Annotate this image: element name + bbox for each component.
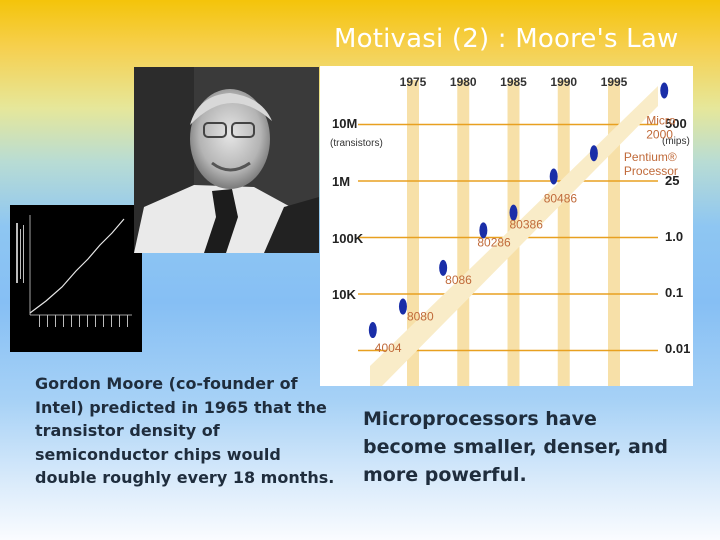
year-tick-label: 1990 <box>550 75 577 89</box>
glasses-right <box>231 122 255 138</box>
microprocessor-text: Microprocessors have become smaller, den… <box>363 408 668 486</box>
year-band <box>407 80 419 386</box>
data-point-label: Micro 2000 <box>646 113 676 141</box>
slide-title: Motivasi (2) : Moore's Law <box>334 24 679 54</box>
left-tick-label: 10M <box>332 116 357 131</box>
original-moore-graph-drawing <box>10 205 142 352</box>
right-tick-label: 0.01 <box>665 341 690 356</box>
data-point <box>398 298 407 315</box>
year-band <box>457 80 470 386</box>
moore-prediction-text: Gordon Moore (co-founder of Intel) predi… <box>35 374 335 487</box>
year-tick-label: 1975 <box>400 75 427 89</box>
original-moore-graph <box>10 205 142 352</box>
data-point <box>439 259 448 276</box>
right-tick-label: 1.0 <box>665 229 683 244</box>
year-tick-label: 1985 <box>500 75 527 89</box>
data-point <box>660 82 669 99</box>
moores-law-chart-svg: 1975 1980 1985 1990 1995 (transistors) 10M 1M 10… <box>330 75 690 386</box>
tie <box>204 189 238 253</box>
data-point-label: 8080 <box>407 310 434 324</box>
right-tick-label: 500 <box>665 116 687 131</box>
year-tick-label: 1995 <box>601 75 628 89</box>
year-band <box>557 80 570 386</box>
right-axis-label: (mips) <box>662 136 690 147</box>
data-point <box>549 168 558 185</box>
right-tick-label: 0.1 <box>665 285 683 300</box>
data-point-label: 80486 <box>544 192 578 206</box>
year-tick-label: 1980 <box>450 75 477 89</box>
jacket <box>264 197 319 253</box>
data-point-label: 80386 <box>510 218 544 232</box>
trend-band <box>370 86 658 386</box>
left-tick-label: 10K <box>332 287 356 302</box>
data-point-label: 80286 <box>477 235 511 249</box>
left-axis-label: (transistors) <box>330 138 383 149</box>
year-band <box>608 80 620 386</box>
moores-law-chart: 1975 1980 1985 1990 1995 (transistors) 10M 1M 10… <box>320 66 693 386</box>
data-point-label: 8086 <box>445 273 472 287</box>
axis-tick-marks <box>16 223 128 327</box>
smile <box>211 161 251 172</box>
data-point <box>368 322 377 339</box>
glasses-left <box>203 122 227 138</box>
trend-line <box>29 218 125 314</box>
gordon-moore-portrait <box>134 67 319 253</box>
data-point <box>479 222 488 239</box>
gordon-moore-photo <box>134 67 319 253</box>
right-tick-label: 25 <box>665 173 679 188</box>
data-point <box>509 204 518 221</box>
data-point <box>589 145 598 162</box>
hair <box>190 93 272 125</box>
left-tick-label: 100K <box>332 231 364 246</box>
left-tick-label: 1M <box>332 174 350 189</box>
data-point-label: 4004 <box>375 341 402 355</box>
data-point-label: Pentium® Processor <box>624 150 678 178</box>
